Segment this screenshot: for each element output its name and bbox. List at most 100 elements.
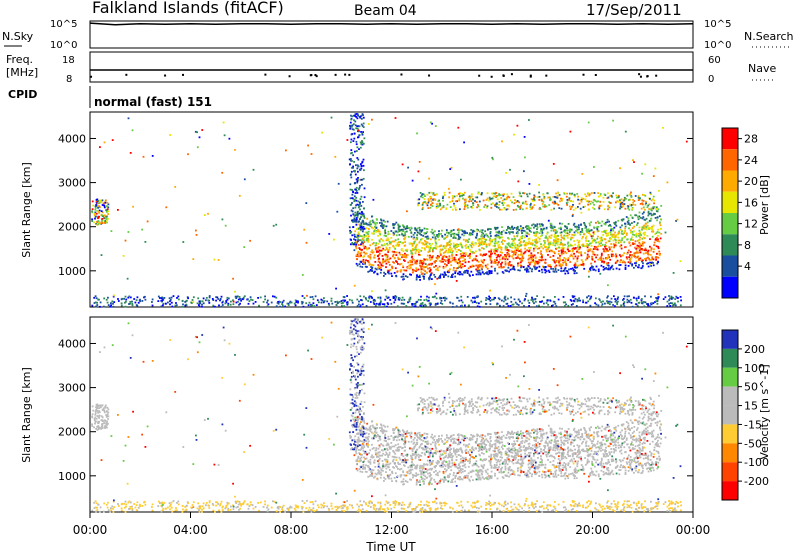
data-point [355,127,358,130]
data-point [502,229,505,232]
data-point [607,224,610,227]
data-point [627,261,630,264]
data-point [354,242,357,245]
data-point [637,266,639,269]
data-point [470,244,472,247]
data-point [637,471,639,474]
data-point [461,260,464,262]
colorbar-segment [722,149,738,171]
data-point [483,259,486,261]
data-point [628,300,630,302]
data-point [630,301,633,304]
data-point [517,264,519,267]
data-point [547,219,550,222]
data-point [633,266,635,269]
data-point [442,199,444,202]
data-point [351,202,353,204]
data-point [402,254,404,257]
data-point [511,242,514,245]
data-point [420,295,422,298]
data-point [623,203,626,205]
data-point [380,300,382,303]
data-point [401,224,404,227]
data-point [496,477,499,480]
data-point [464,231,467,234]
data-point [521,232,524,235]
data-point [486,271,488,274]
data-point [624,130,627,133]
data-point [423,247,426,250]
data-point [494,267,496,270]
data-point [182,303,184,306]
data-point [615,244,617,247]
data-point [276,301,279,304]
data-point [449,239,451,242]
data-point [464,240,467,243]
data-point [463,435,466,437]
data-point [648,417,651,420]
data-point [608,206,611,209]
data-point [492,195,495,198]
data-point [356,181,359,184]
data-point [494,297,496,299]
data-point [328,233,331,235]
data-point [477,192,479,195]
data-point [373,229,376,232]
data-point [511,303,514,306]
data-point [378,267,381,270]
data-point [369,220,372,223]
data-point [658,254,661,257]
data-point [552,268,554,270]
data-point [649,425,652,427]
data-point [604,221,607,224]
data-point [330,297,333,300]
data-point [201,129,204,131]
data-point [510,264,512,267]
data-point [512,254,515,256]
data-point [91,220,94,222]
data-point [519,238,521,240]
data-point [659,224,662,227]
data-point [510,300,513,303]
data-point [479,249,481,252]
data-point [362,164,365,167]
data-point [536,247,539,250]
data-point [429,246,432,249]
data-point [591,241,594,244]
data-point [432,192,435,195]
data-point [550,234,553,237]
data-point [635,297,638,300]
data-point [582,245,585,247]
data-point [311,304,314,307]
data-point [555,264,558,267]
data-point [434,125,437,127]
data-point [334,301,337,303]
data-point [461,305,463,307]
data-point [488,271,491,274]
data-point [648,203,651,206]
data-point [534,260,537,262]
data-point [530,252,533,255]
data-point [501,236,504,239]
data-point [489,242,491,245]
data-point [604,452,607,455]
data-point [610,297,613,300]
data-point [594,239,597,242]
data-point [553,251,555,253]
data-point [528,302,531,304]
data-point [417,248,420,251]
data-point [580,263,583,266]
data-point [503,266,505,268]
data-point [398,251,401,254]
data-point [411,263,414,266]
data-point [410,256,413,259]
data-point [448,250,450,252]
data-point [187,297,189,300]
data-point [608,300,611,303]
data-point [635,246,637,249]
data-point [577,224,580,227]
data-point [589,266,592,269]
data-point [570,268,572,270]
data-point [495,206,498,208]
data-point [600,301,603,303]
